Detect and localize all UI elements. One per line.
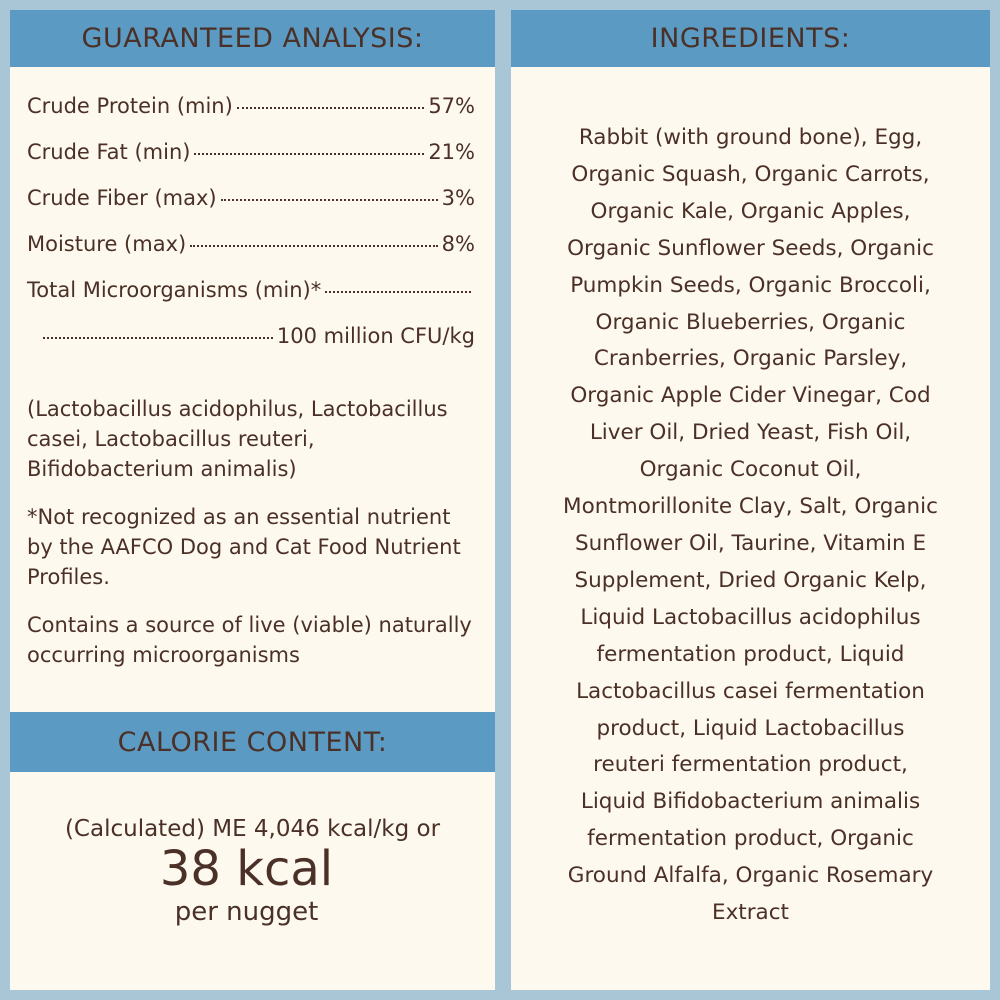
note: *Not recognized as an essential nutrient…: [27, 505, 461, 589]
calorie-block: (Calculated) ME 4,046 kcal/kg or 38 kcal…: [10, 772, 495, 928]
dot-leader: [190, 245, 438, 247]
calorie-line: (Calculated) ME 4,046 kcal/kg or: [64, 816, 441, 842]
analysis-rows: Crude Protein (min) 57% Crude Fat (min) 21%…: [27, 94, 475, 370]
dot-leader: [220, 199, 438, 201]
analysis-row: 100 million CFU/kg: [27, 324, 475, 370]
ingredient-line: Supplement, Dried Organic Kelp,: [574, 567, 927, 593]
ingredients-text: Rabbit (with ground bone), Egg, Organic S…: [511, 120, 990, 932]
analysis-row: Total Microorganisms (min)*: [27, 278, 475, 324]
calorie-unit: per nugget: [174, 897, 319, 927]
ingredient-line: Liver Oil, Dried Yeast, Fish Oil,: [589, 420, 912, 446]
analysis-row: Moisture (max) 8%: [27, 232, 475, 278]
nutrient-label: Crude Protein (min): [27, 94, 233, 118]
ingredient-line: Pumpkin Seeds, Organic Broccoli,: [570, 272, 931, 298]
ingredient-line: Organic Kale, Organic Apples,: [590, 198, 911, 224]
calorie-big: 38 kcal: [159, 841, 334, 897]
ingredient-line: product, Liquid Lactobacillus: [596, 715, 905, 741]
ingredient-line: Liquid Lactobacillus acidophilus: [580, 604, 921, 630]
dot-leader: [236, 107, 425, 109]
nutrient-label: Crude Fiber (max): [27, 186, 217, 210]
note: Contains a source of live (viable) natur…: [27, 613, 472, 667]
ingredient-line: Liquid Bifidobacterium animalis: [580, 789, 921, 815]
ingredient-line: fermentation product, Organic: [587, 826, 914, 852]
ingredient-line: Extract: [711, 900, 789, 926]
ingredient-line: Cranberries, Organic Parsley,: [593, 346, 908, 372]
analysis-row: Crude Fiber (max) 3%: [27, 186, 475, 232]
ingredient-line: reuteri fermentation product,: [593, 752, 908, 778]
ingredient-line: Organic Apple Cider Vinegar, Cod: [570, 383, 931, 409]
ingredient-line: Organic Blueberries, Organic: [595, 309, 906, 335]
nutrient-value: 21%: [428, 140, 475, 164]
analysis-row: Crude Fat (min) 21%: [27, 140, 475, 186]
ingredient-line: Rabbit (with ground bone), Egg,: [578, 125, 923, 150]
nutrient-value: 3%: [441, 186, 475, 210]
ingredient-line: Montmorillonite Clay, Salt, Organic: [563, 494, 938, 520]
analysis-panel: GUARANTEED ANALYSIS: Crude Protein (min)…: [10, 10, 495, 990]
nutrient-label: Moisture (max): [27, 232, 187, 256]
ingredients-header: INGREDIENTS:: [511, 10, 990, 67]
ingredients-panel: INGREDIENTS: Rabbit (with ground bone), …: [511, 10, 990, 990]
ingredient-line: Organic Squash, Organic Carrots,: [571, 161, 930, 187]
ingredient-line: Organic Sunflower Seeds, Organic: [567, 235, 934, 261]
nutrient-label: Total Microorganisms (min)*: [27, 278, 322, 302]
calorie-header: CALORIE CONTENT:: [10, 712, 495, 772]
ingredient-line: Sunflower Oil, Taurine, Vitamin E: [574, 530, 927, 556]
ingredient-line: Organic Coconut Oil,: [639, 457, 862, 483]
ingredient-line: fermentation product, Liquid: [596, 641, 905, 667]
nutrient-value: 8%: [441, 232, 475, 256]
ingredient-line: Ground Alfalfa, Organic Rosemary: [567, 863, 934, 889]
note: (Lactobacillus acidophilus, Lactobacillu…: [27, 397, 448, 481]
analysis-row: Crude Protein (min) 57%: [27, 94, 475, 140]
nutrient-value: 100 million CFU/kg: [276, 324, 475, 348]
ingredient-line: Lactobacillus casei fermentation: [576, 678, 925, 704]
dot-leader: [194, 153, 425, 155]
nutrient-value: 57%: [428, 94, 475, 118]
analysis-notes: (Lactobacillus acidophilus, Lactobacillu…: [27, 394, 479, 688]
dot-leader: [43, 337, 273, 339]
analysis-header: GUARANTEED ANALYSIS:: [10, 10, 495, 67]
nutrient-label: Crude Fat (min): [27, 140, 191, 164]
dot-leader: [325, 291, 471, 293]
